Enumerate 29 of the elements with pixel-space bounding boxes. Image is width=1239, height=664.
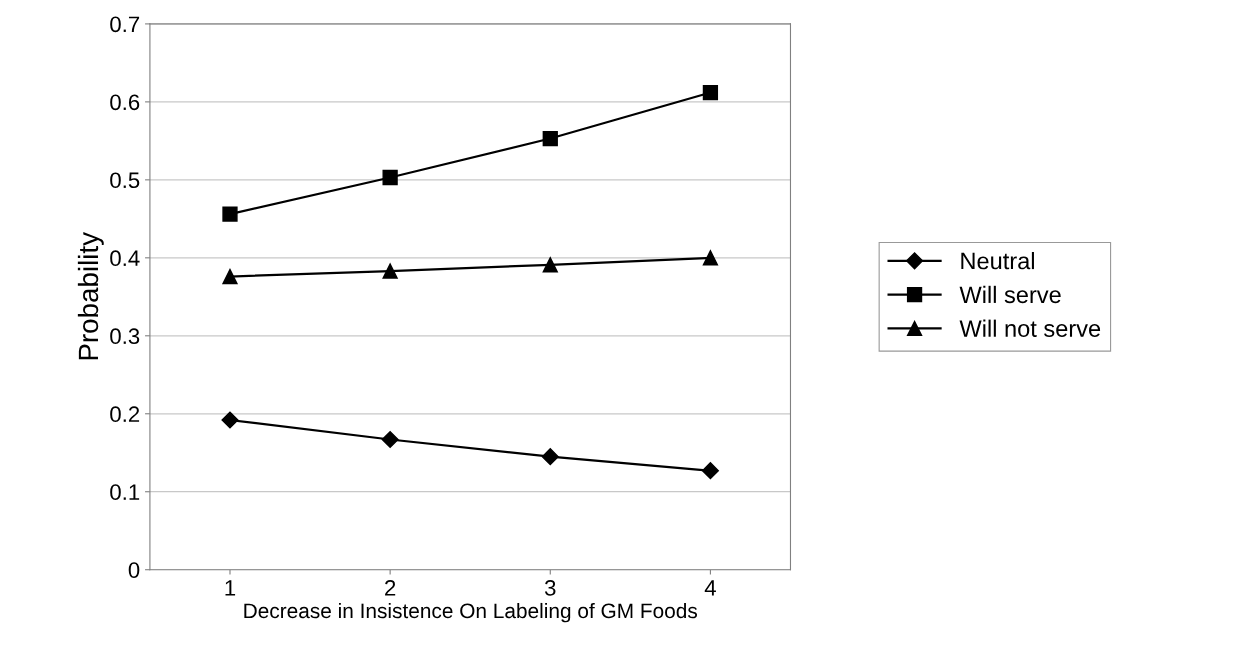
point bbox=[382, 169, 398, 186]
point bbox=[542, 257, 558, 273]
y-axis-title: Probability bbox=[77, 232, 104, 360]
x-tick-label: 2 bbox=[385, 580, 396, 596]
point bbox=[702, 84, 719, 101]
point bbox=[541, 448, 559, 466]
y-tick-label: 0 bbox=[128, 562, 140, 578]
point bbox=[381, 430, 399, 449]
y-tick-label: 0.4 bbox=[110, 250, 140, 267]
point bbox=[542, 130, 558, 147]
x-axis-title: Decrease in Insistence On Labeling of GM Foods bbox=[244, 602, 698, 623]
point bbox=[382, 263, 398, 279]
y-tick-label: 0.7 bbox=[110, 16, 140, 33]
y-tick-label: 0.2 bbox=[110, 406, 140, 423]
point bbox=[222, 268, 238, 285]
x-tick-label: 4 bbox=[704, 580, 716, 596]
x-tick-label: 3 bbox=[544, 580, 556, 596]
y-tick-label: 0.3 bbox=[110, 328, 140, 345]
point bbox=[222, 206, 238, 222]
point bbox=[701, 462, 719, 480]
point bbox=[702, 250, 719, 266]
x-tick-label: 1 bbox=[225, 580, 236, 596]
legend-label: Will serve bbox=[959, 285, 1061, 304]
legend-label: Will not serve bbox=[959, 319, 1101, 337]
y-tick-label: 0.1 bbox=[110, 484, 140, 501]
y-tick-label: 0.6 bbox=[110, 94, 140, 111]
point bbox=[221, 411, 239, 429]
y-tick-label: 0.5 bbox=[110, 172, 140, 189]
legend-label: Neutral bbox=[961, 251, 1034, 270]
